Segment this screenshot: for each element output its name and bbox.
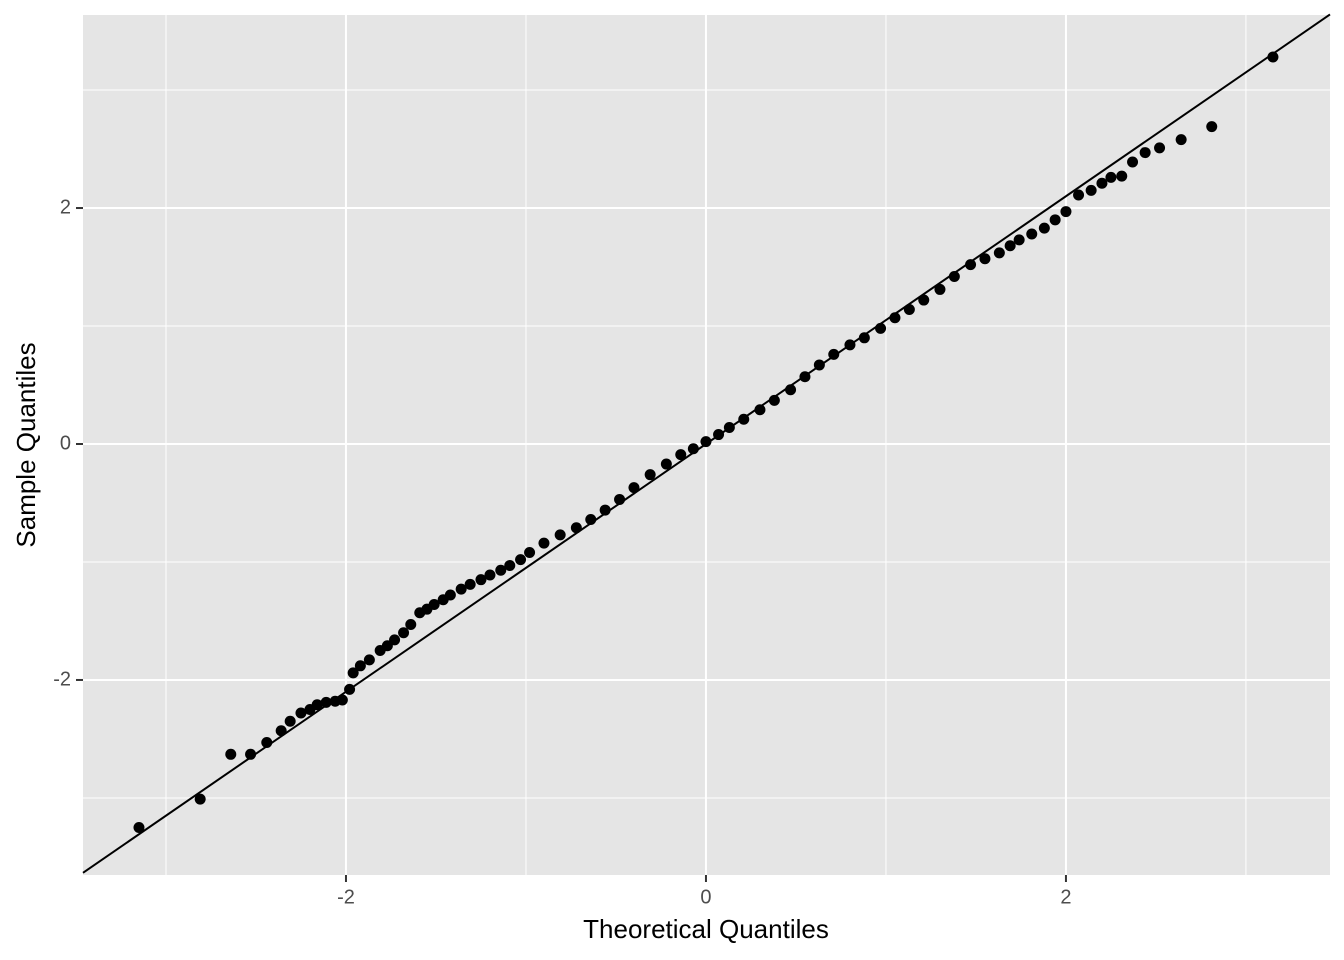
point — [599, 504, 611, 516]
point — [284, 715, 296, 727]
point — [1267, 51, 1279, 63]
point — [993, 247, 1005, 259]
point — [1060, 206, 1072, 218]
point — [1139, 147, 1151, 159]
point — [524, 547, 536, 559]
point — [311, 699, 323, 711]
point — [1116, 170, 1128, 182]
point — [700, 436, 712, 448]
point — [554, 529, 566, 541]
point — [538, 537, 550, 549]
point — [455, 583, 467, 595]
point — [1154, 142, 1166, 154]
point — [405, 619, 417, 631]
x-tick-label: 2 — [1060, 886, 1071, 908]
point — [1175, 134, 1187, 146]
point — [628, 482, 640, 494]
point — [965, 259, 977, 271]
point — [1038, 222, 1050, 234]
point — [133, 821, 145, 833]
point — [295, 707, 307, 719]
point — [768, 394, 780, 406]
y-axis-title: Sample Quantiles — [11, 342, 41, 547]
x-tick-label: 0 — [700, 886, 711, 908]
y-tick-label: 0 — [60, 432, 71, 454]
point — [495, 564, 507, 576]
point — [1026, 228, 1038, 240]
y-tick-label: 2 — [60, 196, 71, 218]
point — [225, 748, 237, 760]
point — [1096, 177, 1108, 189]
point — [754, 404, 766, 416]
point — [320, 696, 332, 708]
point — [675, 449, 687, 461]
point — [475, 574, 487, 586]
reference-line — [82, 13, 1331, 874]
point — [1049, 214, 1061, 226]
point — [979, 253, 991, 265]
point — [363, 654, 375, 666]
x-tick-label: -2 — [337, 886, 355, 908]
point — [389, 634, 401, 646]
point — [660, 458, 672, 470]
point — [444, 589, 456, 601]
point — [398, 627, 410, 639]
point — [515, 554, 527, 566]
point — [1127, 156, 1139, 168]
point — [934, 283, 946, 295]
point — [918, 294, 930, 306]
point — [1073, 189, 1085, 201]
point — [1105, 171, 1117, 183]
x-axis-title: Theoretical Quantiles — [583, 914, 829, 944]
y-tick-label: -2 — [53, 668, 71, 690]
point — [1085, 184, 1097, 196]
point — [1206, 121, 1218, 133]
point — [347, 667, 359, 679]
point — [504, 560, 516, 572]
point — [484, 569, 496, 581]
point — [948, 270, 960, 282]
point — [245, 748, 257, 760]
point — [1013, 234, 1025, 246]
point — [194, 793, 206, 805]
point — [428, 598, 440, 610]
point — [858, 332, 870, 344]
point — [354, 660, 366, 672]
point — [464, 578, 476, 590]
point — [1004, 240, 1016, 252]
point — [644, 469, 656, 481]
